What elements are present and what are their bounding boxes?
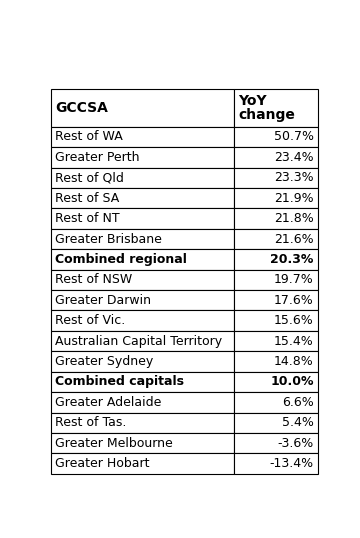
Text: Rest of NSW: Rest of NSW	[55, 273, 132, 286]
Text: 23.3%: 23.3%	[274, 171, 314, 184]
Text: Greater Sydney: Greater Sydney	[55, 355, 154, 368]
Bar	[234, 229, 318, 249]
Bar	[51, 392, 234, 413]
Text: Greater Perth: Greater Perth	[55, 151, 140, 164]
Text: 17.6%: 17.6%	[274, 294, 314, 307]
Text: -13.4%: -13.4%	[270, 457, 314, 470]
Bar	[51, 270, 234, 290]
Text: GCCSA: GCCSA	[55, 101, 108, 115]
Bar	[234, 167, 318, 188]
Bar	[234, 208, 318, 229]
Bar	[51, 310, 234, 331]
Text: Rest of Qld: Rest of Qld	[55, 171, 124, 184]
Text: Rest of Tas.: Rest of Tas.	[55, 416, 127, 429]
Bar	[51, 290, 234, 310]
Text: 21.8%: 21.8%	[274, 212, 314, 225]
Text: 14.8%: 14.8%	[274, 355, 314, 368]
Text: Greater Melbourne: Greater Melbourne	[55, 437, 173, 450]
Bar	[51, 433, 234, 454]
Bar	[234, 392, 318, 413]
Text: Rest of SA: Rest of SA	[55, 192, 120, 204]
Text: Rest of WA: Rest of WA	[55, 130, 123, 144]
Bar	[234, 372, 318, 392]
Text: 23.4%: 23.4%	[274, 151, 314, 164]
Bar	[51, 89, 234, 127]
Bar	[51, 331, 234, 351]
Bar	[51, 413, 234, 433]
Bar	[51, 188, 234, 208]
Text: Rest of Vic.: Rest of Vic.	[55, 314, 126, 327]
Bar	[51, 454, 234, 474]
Bar	[51, 229, 234, 249]
Text: 21.6%: 21.6%	[274, 232, 314, 245]
Bar	[234, 249, 318, 270]
Bar	[234, 331, 318, 351]
Bar	[51, 147, 234, 167]
Bar	[234, 310, 318, 331]
Bar	[234, 147, 318, 167]
Text: Australian Capital Territory: Australian Capital Territory	[55, 335, 222, 348]
Text: 5.4%: 5.4%	[282, 416, 314, 429]
Bar	[234, 351, 318, 372]
Text: YoY: YoY	[238, 94, 267, 108]
Text: Rest of NT: Rest of NT	[55, 212, 120, 225]
Text: 19.7%: 19.7%	[274, 273, 314, 286]
Text: -3.6%: -3.6%	[278, 437, 314, 450]
Text: Greater Darwin: Greater Darwin	[55, 294, 151, 307]
Bar	[51, 167, 234, 188]
Text: 50.7%: 50.7%	[274, 130, 314, 144]
Text: Greater Brisbane: Greater Brisbane	[55, 232, 162, 245]
Bar	[234, 290, 318, 310]
Text: Combined capitals: Combined capitals	[55, 376, 184, 388]
Text: change: change	[238, 108, 295, 122]
Text: 20.3%: 20.3%	[270, 253, 314, 266]
Bar	[51, 351, 234, 372]
Text: 10.0%: 10.0%	[270, 376, 314, 388]
Bar	[234, 433, 318, 454]
Bar	[234, 188, 318, 208]
Bar	[234, 270, 318, 290]
Bar	[51, 372, 234, 392]
Bar	[234, 127, 318, 147]
Text: 15.6%: 15.6%	[274, 314, 314, 327]
Text: 15.4%: 15.4%	[274, 335, 314, 348]
Text: Combined regional: Combined regional	[55, 253, 187, 266]
Bar	[234, 89, 318, 127]
Text: 21.9%: 21.9%	[274, 192, 314, 204]
Text: Greater Hobart: Greater Hobart	[55, 457, 150, 470]
Bar	[51, 208, 234, 229]
Bar	[234, 454, 318, 474]
Bar	[234, 413, 318, 433]
Text: Greater Adelaide: Greater Adelaide	[55, 396, 162, 409]
Bar	[51, 127, 234, 147]
Text: 6.6%: 6.6%	[282, 396, 314, 409]
Bar	[51, 249, 234, 270]
